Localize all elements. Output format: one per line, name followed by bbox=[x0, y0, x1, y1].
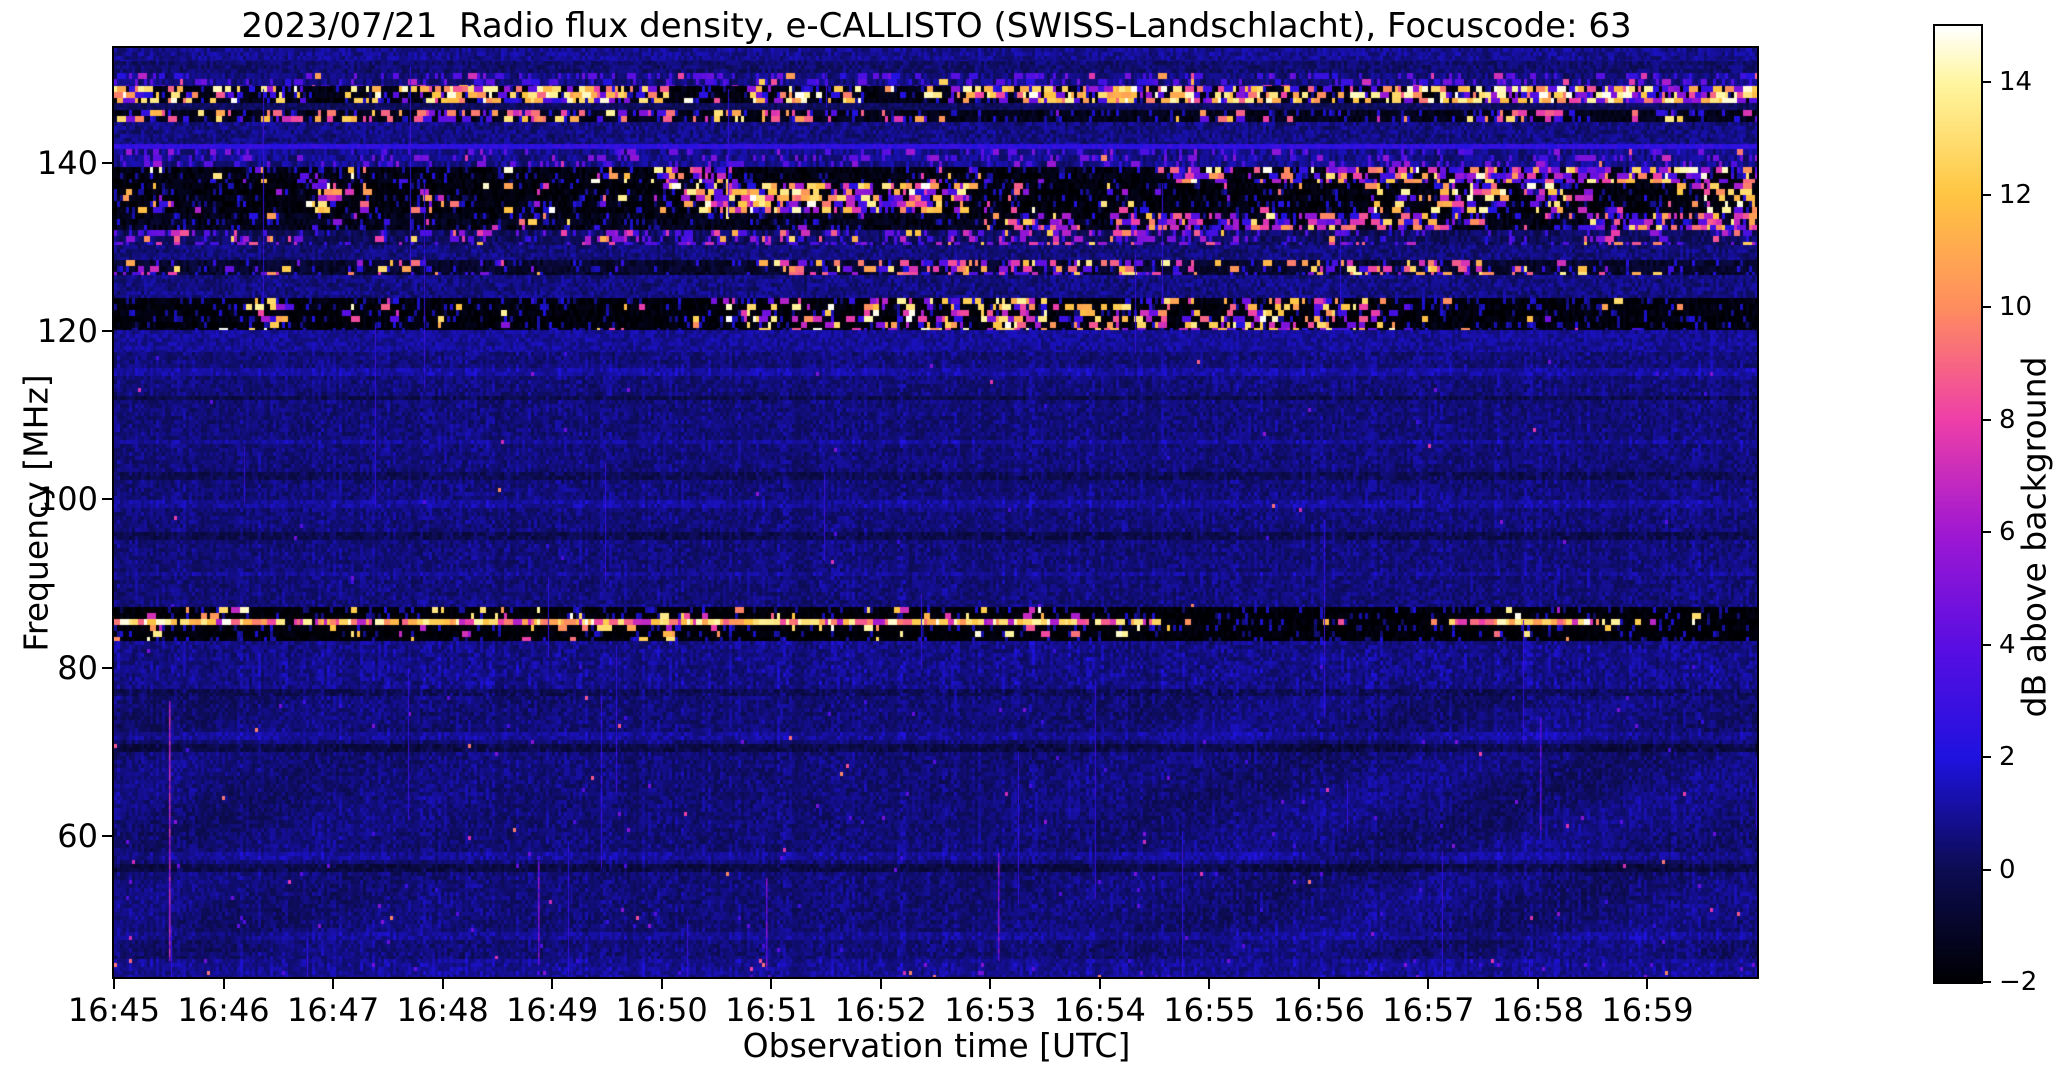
x-tick-label: 16:59 bbox=[1601, 991, 1694, 1029]
colorbar-tick-mark bbox=[1983, 306, 1991, 309]
spectrogram-canvas bbox=[114, 48, 1757, 977]
colorbar-tick-mark bbox=[1983, 756, 1991, 759]
x-tick-mark bbox=[989, 979, 992, 989]
x-tick-label: 16:46 bbox=[177, 991, 270, 1029]
colorbar-tick-mark bbox=[1983, 981, 1991, 983]
x-tick-label: 16:45 bbox=[67, 991, 161, 1029]
colorbar-tick-label: −2 bbox=[1999, 967, 2038, 997]
x-tick-mark bbox=[1208, 979, 1211, 989]
chart-title: 2023/07/21 Radio flux density, e-CALLIST… bbox=[241, 6, 1632, 46]
y-tick-mark bbox=[102, 162, 112, 165]
colorbar-tick-mark bbox=[1983, 418, 1991, 421]
x-tick-mark bbox=[551, 979, 554, 989]
x-tick-label: 16:57 bbox=[1382, 991, 1475, 1029]
colorbar-tick-label: 14 bbox=[1999, 67, 2033, 98]
x-tick-mark bbox=[1536, 979, 1539, 989]
colorbar-frame bbox=[1933, 24, 1983, 984]
x-tick-label: 16:54 bbox=[1053, 991, 1146, 1029]
y-tick-mark bbox=[102, 666, 112, 669]
colorbar-tick-label: 6 bbox=[1999, 517, 2016, 548]
colorbar-tick-mark bbox=[1983, 193, 1991, 196]
x-tick-label: 16:47 bbox=[286, 991, 380, 1029]
colorbar-tick-label: 10 bbox=[1999, 292, 2033, 323]
colorbar-tick-label: 12 bbox=[1999, 179, 2033, 210]
colorbar-tick-label: 4 bbox=[1999, 629, 2016, 660]
x-tick-mark bbox=[441, 979, 444, 989]
x-tick-label: 16:49 bbox=[506, 991, 599, 1029]
x-tick-mark bbox=[1317, 979, 1320, 989]
y-tick-label: 80 bbox=[57, 648, 98, 687]
x-tick-label: 16:48 bbox=[396, 991, 489, 1029]
x-tick-label: 16:53 bbox=[944, 991, 1037, 1029]
colorbar-canvas bbox=[1935, 26, 1981, 982]
colorbar-tick-label: 2 bbox=[1999, 742, 2016, 773]
x-tick-mark bbox=[1098, 979, 1101, 989]
x-tick-label: 16:58 bbox=[1491, 991, 1585, 1029]
y-tick-label: 60 bbox=[57, 816, 98, 855]
y-tick-label: 140 bbox=[36, 144, 98, 183]
colorbar-tick-mark bbox=[1983, 868, 1991, 871]
y-tick-label: 100 bbox=[36, 480, 98, 519]
x-tick-label: 16:52 bbox=[834, 991, 927, 1029]
x-tick-mark bbox=[113, 979, 115, 989]
x-tick-label: 16:51 bbox=[725, 991, 818, 1029]
y-tick-label: 120 bbox=[36, 312, 98, 351]
x-tick-mark bbox=[879, 979, 882, 989]
y-tick-mark bbox=[102, 498, 112, 501]
colorbar-tick-mark bbox=[1983, 643, 1991, 646]
x-tick-mark bbox=[222, 979, 225, 989]
colorbar-label: dB above background bbox=[2014, 356, 2054, 718]
x-tick-mark bbox=[332, 979, 335, 989]
y-tick-mark bbox=[102, 834, 112, 837]
x-tick-label: 16:55 bbox=[1163, 991, 1256, 1029]
x-tick-label: 16:56 bbox=[1272, 991, 1365, 1029]
colorbar-tick-mark bbox=[1983, 531, 1991, 534]
colorbar-tick-label: 0 bbox=[1999, 854, 2016, 885]
colorbar-tick-label: 8 bbox=[1999, 404, 2016, 435]
x-axis-label: Observation time [UTC] bbox=[742, 1026, 1131, 1065]
x-tick-mark bbox=[770, 979, 773, 989]
plot-frame bbox=[112, 46, 1759, 979]
x-tick-label: 16:50 bbox=[615, 991, 708, 1029]
colorbar-tick-mark bbox=[1983, 81, 1991, 84]
y-tick-mark bbox=[102, 330, 112, 333]
x-tick-mark bbox=[1427, 979, 1430, 989]
x-tick-mark bbox=[660, 979, 663, 989]
x-tick-mark bbox=[1646, 979, 1649, 989]
